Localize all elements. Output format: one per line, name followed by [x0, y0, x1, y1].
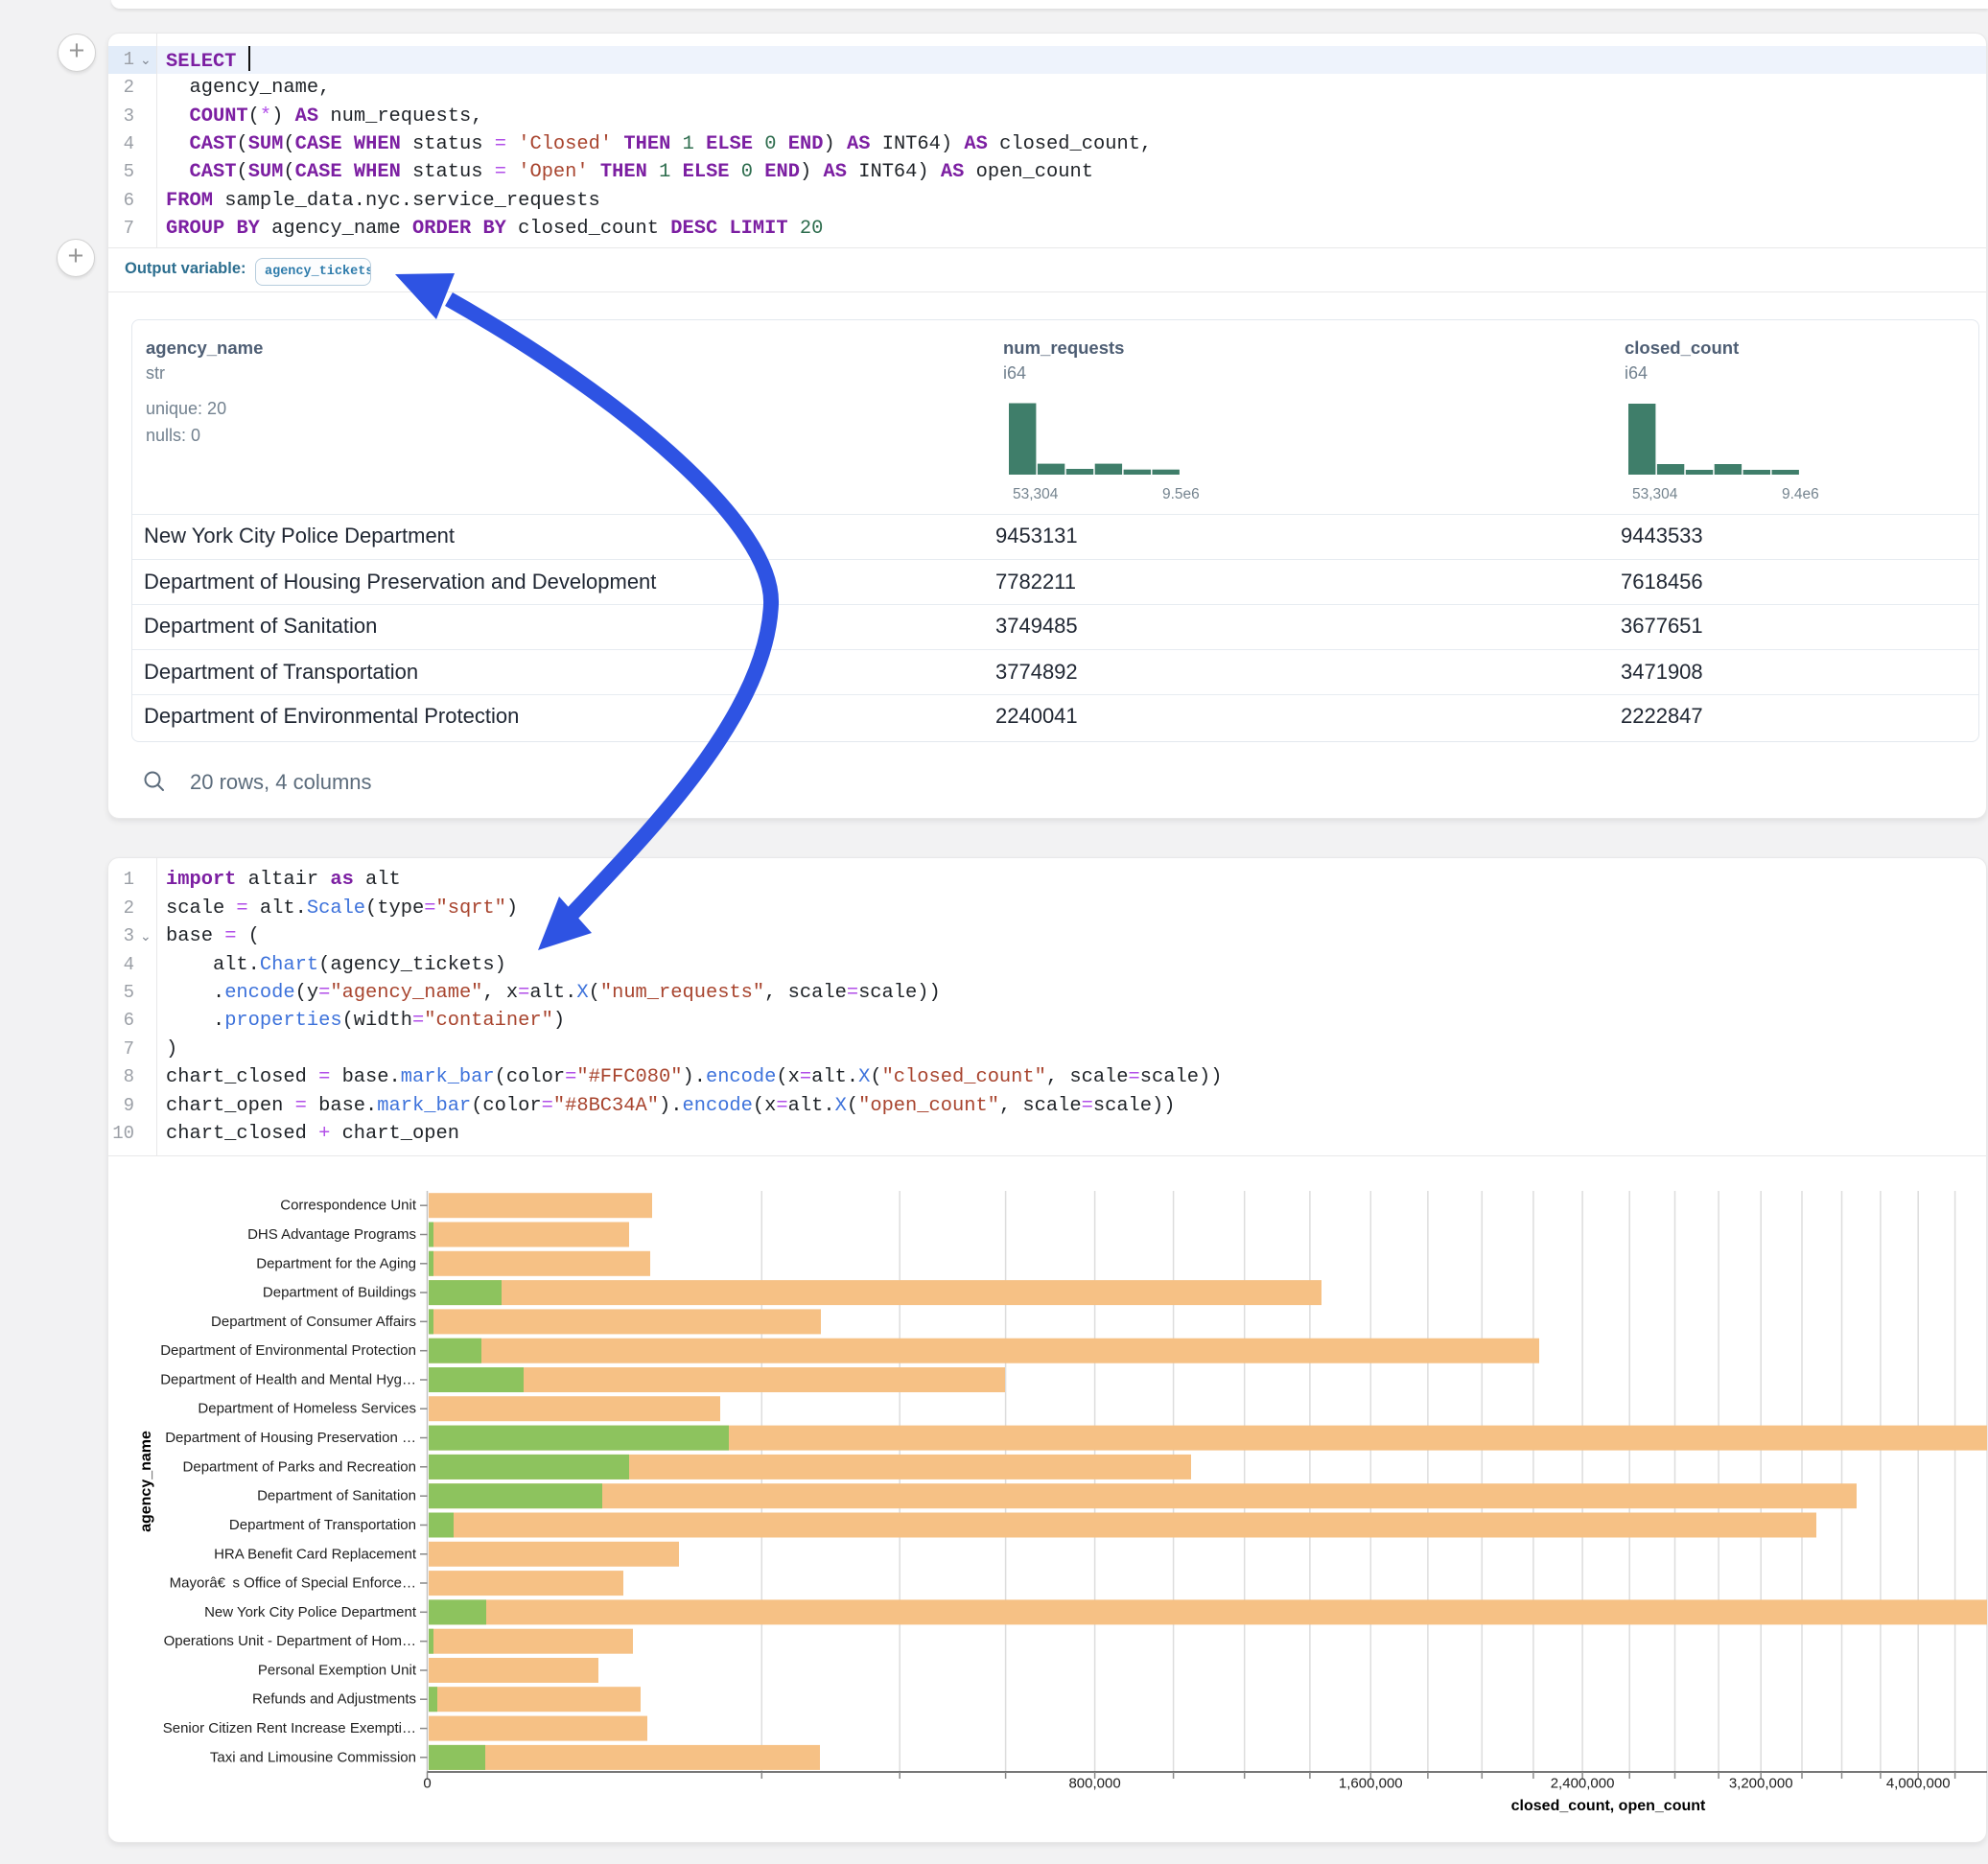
svg-text:Department of Homeless Service: Department of Homeless Services [198, 1401, 416, 1417]
svg-text:4,000,000: 4,000,000 [1886, 1775, 1951, 1791]
svg-text:1,600,000: 1,600,000 [1339, 1775, 1403, 1791]
svg-text:Department of Sanitation: Department of Sanitation [257, 1488, 416, 1504]
svg-text:Refunds and Adjustments: Refunds and Adjustments [252, 1691, 416, 1708]
svg-text:2,400,000: 2,400,000 [1551, 1775, 1615, 1791]
svg-text:Correspondence Unit: Correspondence Unit [280, 1198, 417, 1214]
svg-text:Department of Buildings: Department of Buildings [263, 1285, 416, 1301]
svg-text:Department for the Aging: Department for the Aging [256, 1255, 416, 1271]
svg-text:Department of Health and Menta: Department of Health and Mental Hyg… [160, 1372, 416, 1388]
svg-text:HRA Benefit Card Replacement: HRA Benefit Card Replacement [214, 1546, 417, 1562]
svg-text:Personal Exemption Unit: Personal Exemption Unit [258, 1663, 417, 1679]
svg-text:closed_count, open_count: closed_count, open_count [1511, 1798, 1706, 1814]
svg-text:New York City Police Departmen: New York City Police Department [204, 1604, 417, 1620]
svg-text:agency_name: agency_name [138, 1431, 154, 1532]
svg-text:Taxi and Limousine Commission: Taxi and Limousine Commission [210, 1749, 416, 1765]
svg-text:3,200,000: 3,200,000 [1729, 1775, 1793, 1791]
svg-text:DHS Advantage Programs: DHS Advantage Programs [247, 1226, 416, 1243]
svg-text:Department of Environmental Pr: Department of Environmental Protection [160, 1342, 416, 1359]
svg-text:Department of Transportation: Department of Transportation [229, 1517, 416, 1533]
svg-text:800,000: 800,000 [1068, 1775, 1120, 1791]
svg-text:Department of Housing Preserva: Department of Housing Preservation … [165, 1430, 416, 1446]
svg-text:Operations Unit - Department o: Operations Unit - Department of Hom… [164, 1633, 416, 1649]
svg-text:0: 0 [423, 1775, 431, 1791]
svg-text:Department of Parks and Recrea: Department of Parks and Recreation [183, 1458, 416, 1475]
svg-text:Senior Citizen Rent Increase E: Senior Citizen Rent Increase Exempti… [163, 1720, 416, 1736]
svg-text:Department of Consumer Affairs: Department of Consumer Affairs [211, 1314, 416, 1330]
svg-text:Mayorâ€ s Office of Special En: Mayorâ€ s Office of Special Enforce… [170, 1575, 416, 1592]
